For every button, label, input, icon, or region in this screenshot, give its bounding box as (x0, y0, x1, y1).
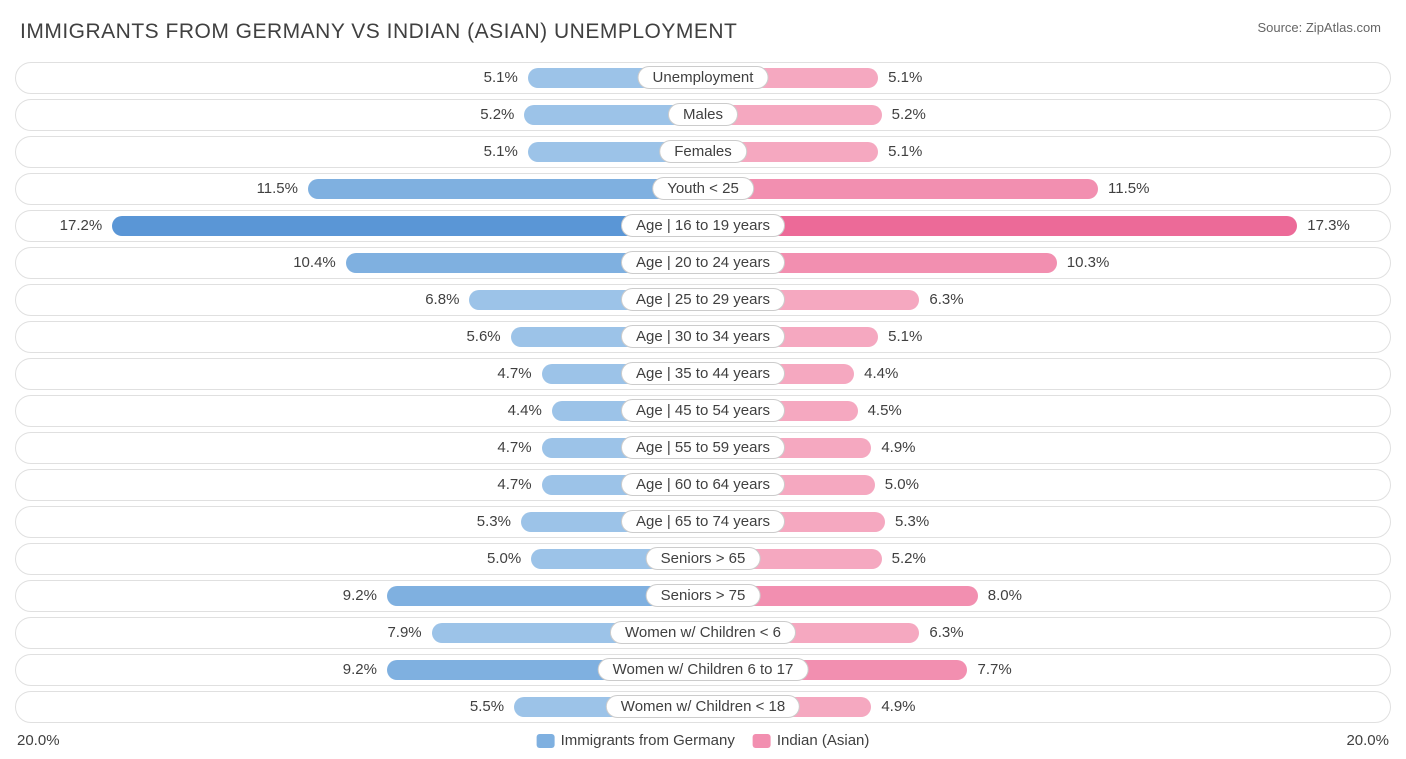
value-label-left: 4.4% (508, 402, 542, 419)
value-label-left: 4.7% (497, 439, 531, 456)
value-label-right: 11.5% (1108, 180, 1149, 197)
chart-row: 5.6% 5.1% Age | 30 to 34 years (15, 321, 1391, 353)
bar-left (112, 216, 703, 236)
chart-row: 5.0% 5.2% Seniors > 65 (15, 543, 1391, 575)
chart-row: 5.2% 5.2% Males (15, 99, 1391, 131)
value-label-right: 8.0% (988, 587, 1022, 604)
value-label-left: 4.7% (497, 476, 531, 493)
bar-right (703, 179, 1098, 199)
chart-row: 5.1% 5.1% Unemployment (15, 62, 1391, 94)
category-pill: Age | 35 to 44 years (621, 362, 785, 385)
category-pill: Women w/ Children < 18 (606, 695, 800, 718)
chart-title: IMMIGRANTS FROM GERMANY VS INDIAN (ASIAN… (20, 20, 1391, 44)
category-pill: Females (659, 140, 747, 163)
chart-row: 6.8% 6.3% Age | 25 to 29 years (15, 284, 1391, 316)
value-label-right: 5.1% (888, 69, 922, 86)
chart-row: 9.2% 7.7% Women w/ Children 6 to 17 (15, 654, 1391, 686)
bar-right (703, 216, 1297, 236)
chart-row: 4.7% 4.9% Age | 55 to 59 years (15, 432, 1391, 464)
chart-row: 4.7% 5.0% Age | 60 to 64 years (15, 469, 1391, 501)
bar-left (308, 179, 703, 199)
source-attribution: Source: ZipAtlas.com (1257, 20, 1381, 35)
value-label-left: 5.0% (487, 550, 521, 567)
chart-row: 9.2% 8.0% Seniors > 75 (15, 580, 1391, 612)
value-label-right: 5.3% (895, 513, 929, 530)
axis-max-left: 20.0% (17, 732, 60, 749)
category-pill: Unemployment (638, 66, 769, 89)
chart-row: 7.9% 6.3% Women w/ Children < 6 (15, 617, 1391, 649)
category-pill: Age | 45 to 54 years (621, 399, 785, 422)
category-pill: Age | 55 to 59 years (621, 436, 785, 459)
category-pill: Age | 16 to 19 years (621, 214, 785, 237)
value-label-right: 5.0% (885, 476, 919, 493)
axis-footer: 20.0% Immigrants from Germany Indian (Asia… (15, 728, 1391, 749)
value-label-left: 11.5% (257, 180, 298, 197)
category-pill: Seniors > 75 (646, 584, 761, 607)
value-label-left: 5.1% (484, 143, 518, 160)
chart-row: 5.1% 5.1% Females (15, 136, 1391, 168)
value-label-right: 17.3% (1307, 217, 1350, 234)
chart-row: 5.3% 5.3% Age | 65 to 74 years (15, 506, 1391, 538)
swatch-icon (537, 734, 555, 748)
value-label-right: 6.3% (929, 291, 963, 308)
value-label-right: 5.1% (888, 328, 922, 345)
category-pill: Age | 20 to 24 years (621, 251, 785, 274)
value-label-left: 5.2% (480, 106, 514, 123)
value-label-right: 5.2% (892, 106, 926, 123)
category-pill: Youth < 25 (652, 177, 754, 200)
value-label-right: 5.2% (892, 550, 926, 567)
swatch-icon (753, 734, 771, 748)
value-label-left: 5.3% (477, 513, 511, 530)
chart-row: 4.4% 4.5% Age | 45 to 54 years (15, 395, 1391, 427)
legend-item-right: Indian (Asian) (753, 732, 870, 749)
chart-row: 5.5% 4.9% Women w/ Children < 18 (15, 691, 1391, 723)
category-pill: Women w/ Children < 6 (610, 621, 796, 644)
chart-row: 17.2% 17.3% Age | 16 to 19 years (15, 210, 1391, 242)
legend: Immigrants from Germany Indian (Asian) (537, 732, 870, 749)
value-label-left: 6.8% (425, 291, 459, 308)
category-pill: Age | 60 to 64 years (621, 473, 785, 496)
value-label-left: 5.5% (470, 698, 504, 715)
value-label-right: 4.5% (868, 402, 902, 419)
value-label-left: 5.1% (484, 69, 518, 86)
value-label-left: 7.9% (387, 624, 421, 641)
category-pill: Age | 65 to 74 years (621, 510, 785, 533)
diverging-bar-chart: 5.1%5.1%Unemployment5.2%5.2%Males5.1%5.1… (15, 62, 1391, 749)
value-label-right: 4.4% (864, 365, 898, 382)
value-label-left: 9.2% (343, 661, 377, 678)
value-label-right: 5.1% (888, 143, 922, 160)
value-label-left: 5.6% (466, 328, 500, 345)
category-pill: Males (668, 103, 738, 126)
value-label-left: 10.4% (293, 254, 336, 271)
value-label-right: 10.3% (1067, 254, 1110, 271)
category-pill: Age | 25 to 29 years (621, 288, 785, 311)
value-label-right: 7.7% (977, 661, 1011, 678)
category-pill: Women w/ Children 6 to 17 (598, 658, 809, 681)
value-label-right: 6.3% (929, 624, 963, 641)
value-label-left: 17.2% (60, 217, 103, 234)
category-pill: Seniors > 65 (646, 547, 761, 570)
chart-row: 4.7% 4.4% Age | 35 to 44 years (15, 358, 1391, 390)
category-pill: Age | 30 to 34 years (621, 325, 785, 348)
value-label-left: 4.7% (497, 365, 531, 382)
value-label-left: 9.2% (343, 587, 377, 604)
chart-row: 10.4% 10.3% Age | 20 to 24 years (15, 247, 1391, 279)
value-label-right: 4.9% (881, 698, 915, 715)
chart-row: 11.5% 11.5% Youth < 25 (15, 173, 1391, 205)
legend-item-left: Immigrants from Germany (537, 732, 735, 749)
axis-max-right: 20.0% (1346, 732, 1389, 749)
value-label-right: 4.9% (881, 439, 915, 456)
